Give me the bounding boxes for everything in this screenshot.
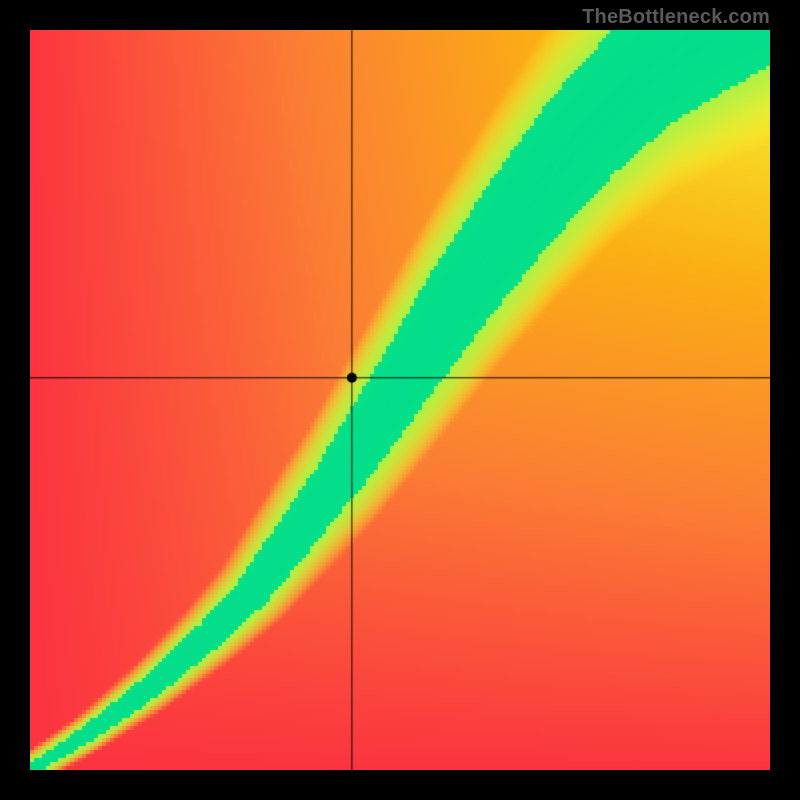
heatmap-canvas xyxy=(30,30,770,770)
chart-container: TheBottleneck.com xyxy=(0,0,800,800)
plot-area xyxy=(30,30,770,770)
watermark-text: TheBottleneck.com xyxy=(582,6,770,29)
